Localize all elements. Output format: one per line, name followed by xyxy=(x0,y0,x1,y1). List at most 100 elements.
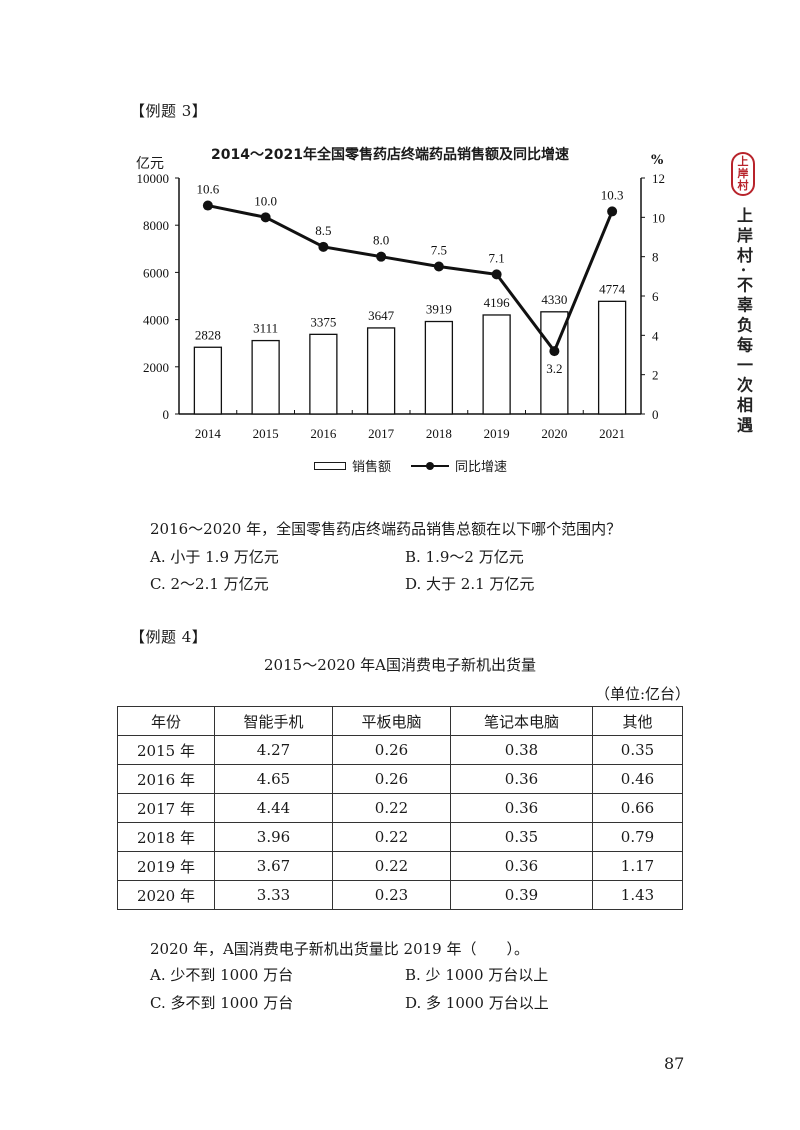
chart-legend: 销售额 同比增速 xyxy=(314,456,507,475)
cell-smartphone: 3.33 xyxy=(214,880,333,910)
bar-value-label: 3647 xyxy=(368,308,395,323)
col-header-laptop: 笔记本电脑 xyxy=(450,706,593,736)
table-row: 2018 年 3.96 0.22 0.35 0.79 xyxy=(117,822,683,852)
cell-smartphone: 4.44 xyxy=(214,793,333,823)
growth-marker xyxy=(607,206,618,217)
cell-laptop: 0.36 xyxy=(450,764,593,794)
example-3-question: 2016～2020 年，全国零售药店终端药品销售总额在以下哪个范围内？ xyxy=(150,520,622,538)
cell-other: 0.35 xyxy=(592,735,683,765)
growth-line xyxy=(207,204,614,355)
growth-value-label: 8.0 xyxy=(373,233,389,248)
cell-year: 2020 年 xyxy=(117,880,215,910)
x-tick-label: 2021 xyxy=(599,426,625,441)
example-4-option-d: D. 多 1000 万台以上 xyxy=(405,994,549,1012)
example-3-label: 【例题 3】 xyxy=(130,102,208,120)
right-tick-label: 6 xyxy=(652,289,659,304)
side-slogan: 上岸村·不辜负每一次相遇 xyxy=(734,207,753,437)
legend-label-sales: 销售额 xyxy=(352,460,392,475)
cell-tablet: 0.22 xyxy=(332,851,451,881)
cell-laptop: 0.36 xyxy=(450,851,593,881)
left-axis-unit: 亿元 xyxy=(136,156,164,172)
cell-other: 1.17 xyxy=(592,851,683,881)
col-header-year: 年份 xyxy=(117,706,215,736)
table-row: 2019 年 3.67 0.22 0.36 1.17 xyxy=(117,851,683,881)
example-4-label: 【例题 4】 xyxy=(130,628,208,646)
growth-marker xyxy=(318,241,329,252)
bar-sales xyxy=(424,320,454,415)
x-tick-label: 2015 xyxy=(253,426,279,441)
x-tick-label: 2018 xyxy=(426,426,452,441)
right-axis-unit: % xyxy=(651,153,664,168)
shipment-table: 年份 智能手机 平板电脑 笔记本电脑 其他 2015 年 4.27 0.26 0… xyxy=(117,706,683,910)
bar-sales xyxy=(482,314,511,415)
x-tick-label: 2014 xyxy=(195,426,222,441)
bar-value-label: 4196 xyxy=(484,295,511,310)
right-tick-label: 10 xyxy=(652,210,665,225)
x-tick-label: 2019 xyxy=(484,426,510,441)
table-row: 2015 年 4.27 0.26 0.38 0.35 xyxy=(117,735,683,765)
bar-value-label: 3111 xyxy=(253,321,278,336)
cell-laptop: 0.38 xyxy=(450,735,593,765)
bar-value-label: 3375 xyxy=(310,314,336,329)
cell-other: 1.43 xyxy=(592,880,683,910)
legend-bar-swatch xyxy=(314,461,346,470)
cell-other: 0.66 xyxy=(592,793,683,823)
cell-year: 2015 年 xyxy=(117,735,215,765)
right-tick-label: 12 xyxy=(652,171,665,186)
example-3-option-a: A. 小于 1.9 万亿元 xyxy=(150,548,279,566)
cell-tablet: 0.22 xyxy=(332,793,451,823)
left-tick-label: 4000 xyxy=(143,313,169,328)
example-3-option-b: B. 1.9～2 万亿元 xyxy=(405,548,524,566)
col-header-other: 其他 xyxy=(592,706,683,736)
growth-marker xyxy=(260,212,271,223)
left-tick-label: 0 xyxy=(163,407,170,422)
growth-value-label: 8.5 xyxy=(315,223,331,238)
right-tick-label: 8 xyxy=(652,250,659,265)
seal-char: 上 xyxy=(737,155,749,168)
bar-value-label: 2828 xyxy=(195,327,221,342)
left-tick-label: 2000 xyxy=(143,360,169,375)
left-tick-label: 6000 xyxy=(143,265,169,280)
cell-year: 2018 年 xyxy=(117,822,215,852)
growth-value-label: 10.0 xyxy=(254,193,277,208)
right-tick-label: 4 xyxy=(652,328,659,343)
seal-logo-icon: 上 岸 村 xyxy=(731,152,755,196)
cell-smartphone: 3.96 xyxy=(214,822,333,852)
cell-year: 2019 年 xyxy=(117,851,215,881)
cell-laptop: 0.35 xyxy=(450,822,593,852)
bar-sales xyxy=(597,300,627,415)
col-header-smartphone: 智能手机 xyxy=(214,706,333,736)
table-row: 2016 年 4.65 0.26 0.36 0.46 xyxy=(117,764,683,794)
bar-sales xyxy=(251,339,280,415)
cell-tablet: 0.26 xyxy=(332,764,451,794)
bar-sales xyxy=(540,311,569,415)
bar-sales xyxy=(193,346,223,415)
legend-line-swatch xyxy=(411,461,450,471)
growth-marker xyxy=(433,261,444,272)
example-3-option-c: C. 2～2.1 万亿元 xyxy=(150,575,269,593)
left-tick-label: 8000 xyxy=(143,218,169,233)
example-4-option-c: C. 多不到 1000 万台 xyxy=(150,994,294,1012)
cell-tablet: 0.22 xyxy=(332,822,451,852)
bar-value-label: 4774 xyxy=(599,281,626,296)
example-4-option-b: B. 少 1000 万台以上 xyxy=(405,966,549,984)
x-tick-label: 2016 xyxy=(310,426,337,441)
table-row: 2017 年 4.44 0.22 0.36 0.66 xyxy=(117,793,683,823)
left-tick-label: 10000 xyxy=(137,171,170,186)
table-row: 2020 年 3.33 0.23 0.39 1.43 xyxy=(117,880,683,910)
cell-other: 0.79 xyxy=(592,822,683,852)
example-4-question: 2020 年，A国消费电子新机出货量比 2019 年（ ）。 xyxy=(150,940,529,958)
growth-marker xyxy=(202,200,213,211)
growth-marker xyxy=(491,269,502,280)
right-tick-label: 0 xyxy=(652,407,659,422)
cell-smartphone: 3.67 xyxy=(214,851,333,881)
chart-canvas: 0 2000 4000 6000 8000 10000 0 2 4 6 8 10 12 2828 2014 3… xyxy=(137,171,666,441)
bar-value-label: 3919 xyxy=(426,302,452,317)
growth-value-label: 7.5 xyxy=(431,243,447,258)
cell-laptop: 0.36 xyxy=(450,793,593,823)
cell-other: 0.46 xyxy=(592,764,683,794)
cell-year: 2016 年 xyxy=(117,764,215,794)
x-tick-label: 2017 xyxy=(368,426,395,441)
bar-value-label: 4330 xyxy=(541,292,567,307)
bar-sales xyxy=(309,333,338,415)
